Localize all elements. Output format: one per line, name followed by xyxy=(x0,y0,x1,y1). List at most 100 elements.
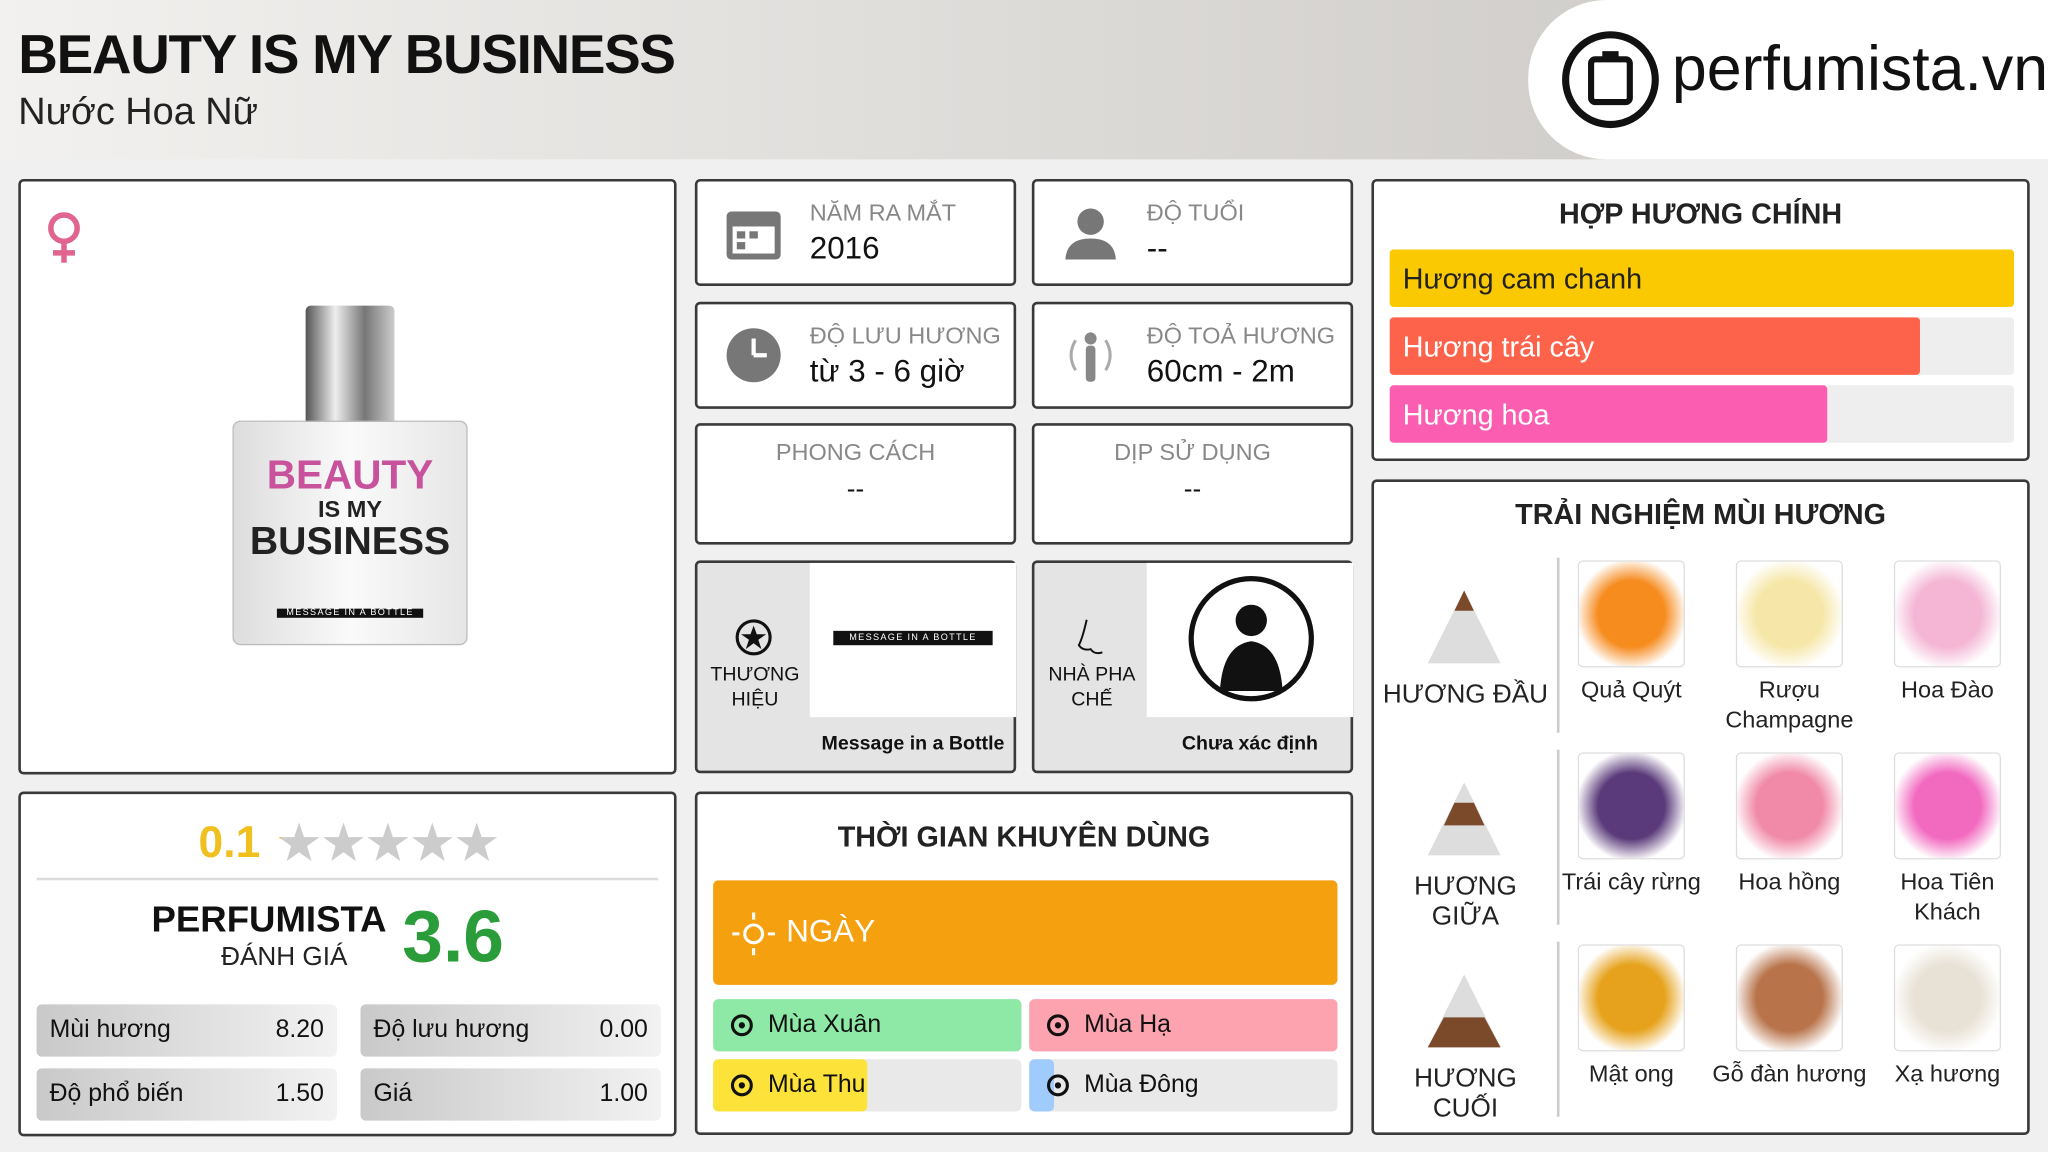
season-icon-svg xyxy=(730,1074,753,1097)
info-icon-svg xyxy=(1069,332,1112,382)
image-panel: BEAUTY IS MY BUSINESS MESSAGE IN A BOTTLE xyxy=(18,178,677,775)
note-name: Hoa hồng xyxy=(1738,868,1841,895)
accord-name: Hương cam chanh xyxy=(1402,262,1643,296)
perfumista-score: 3.6 xyxy=(402,894,504,977)
logo-text: perfumista.vn xyxy=(1671,35,2048,105)
tier-name: HƯƠNG ĐẦU xyxy=(1382,680,1549,710)
perfumer-icon xyxy=(1071,618,1110,657)
perfumer-image-svg xyxy=(1188,575,1314,702)
note-image xyxy=(1893,944,2001,1052)
season-icon xyxy=(726,1010,757,1041)
usage-panel: THỜI GIAN KHUYÊN DÙNG NGÀY Mùa Xuân Mùa Hạ M… xyxy=(694,791,1354,1136)
sun-icon-svg xyxy=(732,912,775,956)
season-icon-svg xyxy=(730,1014,753,1037)
rating-panel: 0.1 PERFUMISTA ĐÁNH GIÁ 3.6 Mùi hương 8.20 Độ … xyxy=(18,791,677,1137)
bottle-cap xyxy=(305,305,395,426)
stat-label: Độ lưu hương xyxy=(373,1016,530,1044)
info-card: DỊP SỬ DỤNG -- xyxy=(1031,423,1354,545)
info-value: -- xyxy=(1183,475,1202,505)
info-value: -- xyxy=(1146,231,1168,267)
perfumer-label: NHÀ PHA CHẾ xyxy=(1048,663,1136,711)
note-name: Hoa Tiên Khách xyxy=(1900,868,1995,925)
info-value: từ 3 - 6 giờ xyxy=(809,353,965,390)
stat-value: 1.00 xyxy=(599,1080,648,1108)
info-card: ĐỘ TOẢ HƯƠNG 60cm - 2m xyxy=(1031,301,1354,409)
accords-panel: HỢP HƯƠNG CHÍNH Hương cam chanh Hương trái… xyxy=(1371,178,2030,462)
season-icon-svg xyxy=(1046,1014,1069,1037)
divider xyxy=(36,877,659,881)
season-icon-svg xyxy=(1046,1074,1069,1097)
info-card: ĐỘ LƯU HƯƠNG từ 3 - 6 giờ xyxy=(694,301,1017,409)
note-name: Rượu Champagne xyxy=(1725,676,1854,733)
season-track: Mùa Thu xyxy=(713,1059,1022,1112)
pyramid-icon-svg xyxy=(1427,782,1501,856)
usage-title: THỜI GIAN KHUYÊN DÙNG xyxy=(837,820,1211,853)
stat-value: 0.00 xyxy=(599,1016,648,1044)
perfumer-image xyxy=(1186,573,1317,704)
note-image xyxy=(1893,752,2001,860)
note-name: Trái cây rừng xyxy=(1561,868,1701,895)
brand-icon xyxy=(734,618,773,657)
pyramid-icon-svg xyxy=(1427,590,1501,664)
title: BEAUTY IS MY BUSINESS xyxy=(18,23,676,85)
accord-track: Hương hoa xyxy=(1389,385,2015,443)
accord-track: Hương trái cây xyxy=(1389,317,2015,375)
season-track: Mùa Đông xyxy=(1029,1059,1338,1112)
notes-title: TRẢI NGHIỆM MÙI HƯƠNG xyxy=(1515,497,1886,531)
stat-value: 1.50 xyxy=(275,1080,324,1108)
season-icon xyxy=(726,1070,757,1101)
brand-logo: MESSAGE IN A BOTTLE xyxy=(833,630,993,646)
note-name: Gỗ đàn hương xyxy=(1712,1060,1867,1087)
info-label: PHONG CÁCH xyxy=(775,438,936,465)
stars-svg xyxy=(278,822,498,862)
bottle-tag: MESSAGE IN A BOTTLE xyxy=(276,608,424,618)
bottle-line3: BUSINESS xyxy=(249,519,451,563)
season-icon xyxy=(1042,1070,1073,1101)
user-score: 0.1 xyxy=(198,817,261,868)
bottle-line1: BEAUTY xyxy=(266,451,434,498)
accord-track: Hương cam chanh xyxy=(1389,249,2015,307)
season-name: Mùa Hạ xyxy=(1084,1010,1171,1039)
stat-label: Giá xyxy=(373,1080,413,1108)
note-image xyxy=(1735,944,1843,1052)
info-label: ĐỘ TOẢ HƯƠNG xyxy=(1146,322,1336,349)
info-label: ĐỘ TUỔI xyxy=(1146,199,1245,226)
info-card: ĐỘ TUỔI -- xyxy=(1031,178,1354,287)
pyramid-icon-svg xyxy=(1427,974,1501,1048)
rating-brand: PERFUMISTA xyxy=(151,898,387,940)
tier-divider xyxy=(1556,749,1560,925)
info-value: 2016 xyxy=(809,231,880,267)
perfumer-icon-svg xyxy=(1077,619,1103,655)
sun-icon xyxy=(731,912,775,956)
season-name: Mùa Đông xyxy=(1084,1071,1199,1099)
perfumer-name: Chưa xác định xyxy=(1181,732,1319,755)
brand-card: THƯƠNG HIỆU MESSAGE IN A BOTTLE Message in… xyxy=(694,560,1017,774)
info-value: -- xyxy=(846,475,865,505)
info-value: 60cm - 2m xyxy=(1146,353,1295,390)
day-bar xyxy=(713,880,1338,985)
brand-image-area: MESSAGE IN A BOTTLE xyxy=(809,562,1017,718)
info-card: PHONG CÁCH -- xyxy=(694,423,1017,545)
rating-label: ĐÁNH GIÁ xyxy=(221,943,348,972)
stat-box: Giá 1.00 xyxy=(360,1068,661,1121)
note-image xyxy=(1735,560,1843,668)
note-name: Quả Quýt xyxy=(1581,676,1682,703)
info-label: ĐỘ LƯU HƯƠNG xyxy=(809,322,1001,349)
tier-name: HƯƠNG CUỐI xyxy=(1414,1064,1517,1124)
season-track: Mùa Hạ xyxy=(1029,999,1338,1052)
info-label: NĂM RA MẮT xyxy=(809,199,957,226)
brand-name: Message in a Bottle xyxy=(821,732,1005,755)
info-label: DỊP SỬ DỤNG xyxy=(1114,438,1271,465)
day-track: NGÀY xyxy=(713,880,1338,985)
stat-box: Độ lưu hương 0.00 xyxy=(360,1004,661,1057)
note-image xyxy=(1893,560,2001,668)
logo-box: perfumista.vn xyxy=(1528,0,2048,160)
info-icon-svg xyxy=(726,211,781,260)
pyramid-icon xyxy=(1416,778,1513,859)
info-icon xyxy=(1061,202,1121,262)
stat-box: Độ phổ biến 1.50 xyxy=(36,1068,337,1121)
stat-value: 8.20 xyxy=(275,1016,324,1044)
subtitle: Nước Hoa Nữ xyxy=(18,91,259,134)
note-name: Hoa Đào xyxy=(1901,676,1994,703)
